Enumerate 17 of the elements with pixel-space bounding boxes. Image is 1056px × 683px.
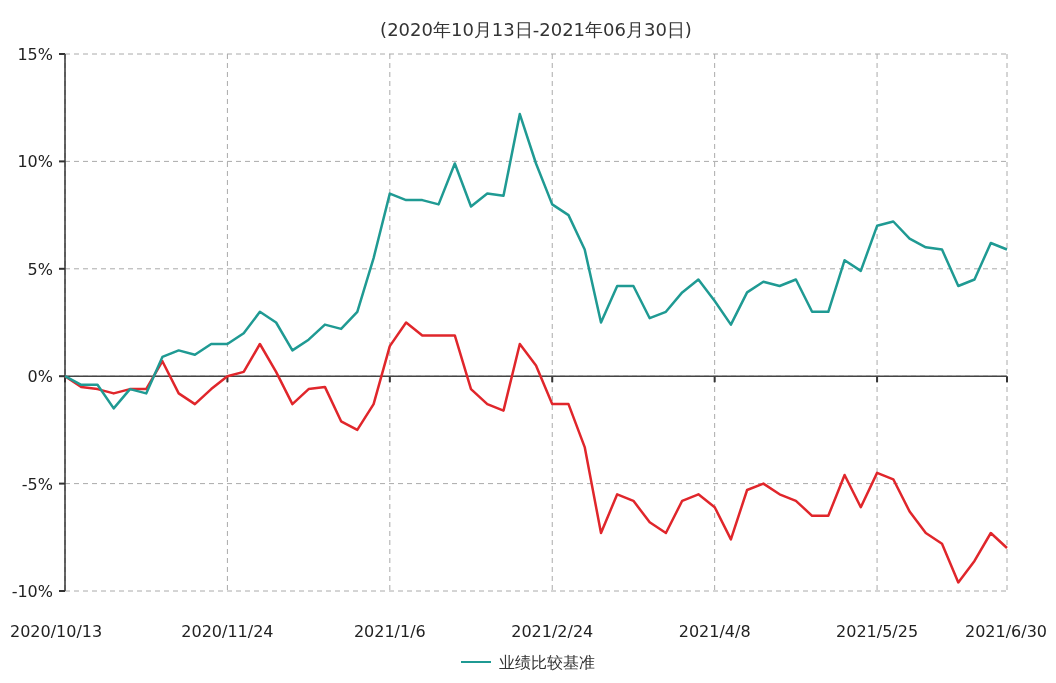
x-tick-label: 2020/11/24 <box>181 622 274 641</box>
y-tick-label: 15% <box>17 45 53 64</box>
x-tick-label: 2021/6/30 <box>964 622 1047 641</box>
line-series <box>63 112 1009 410</box>
y-tick-label: -10% <box>11 582 53 601</box>
y-tick-label: -5% <box>21 474 53 494</box>
y-tick-label: 0% <box>27 367 53 387</box>
y-tick-label: 5% <box>27 259 53 279</box>
x-tick-label: 2021/1/6 <box>353 622 426 641</box>
chart-title: (2020年10月13日-2021年06月30日) <box>380 19 692 40</box>
y-tick-label: 10% <box>17 152 53 172</box>
x-tick-label: 2021/4/8 <box>678 622 751 641</box>
x-tick-label: 2021/2/24 <box>511 622 594 641</box>
line-series <box>63 321 1009 584</box>
x-tick-label: 2020/10/13 <box>10 622 103 641</box>
x-tick-label: 2021/5/25 <box>836 622 919 641</box>
legend-label: 业绩比较基准 <box>499 653 595 672</box>
